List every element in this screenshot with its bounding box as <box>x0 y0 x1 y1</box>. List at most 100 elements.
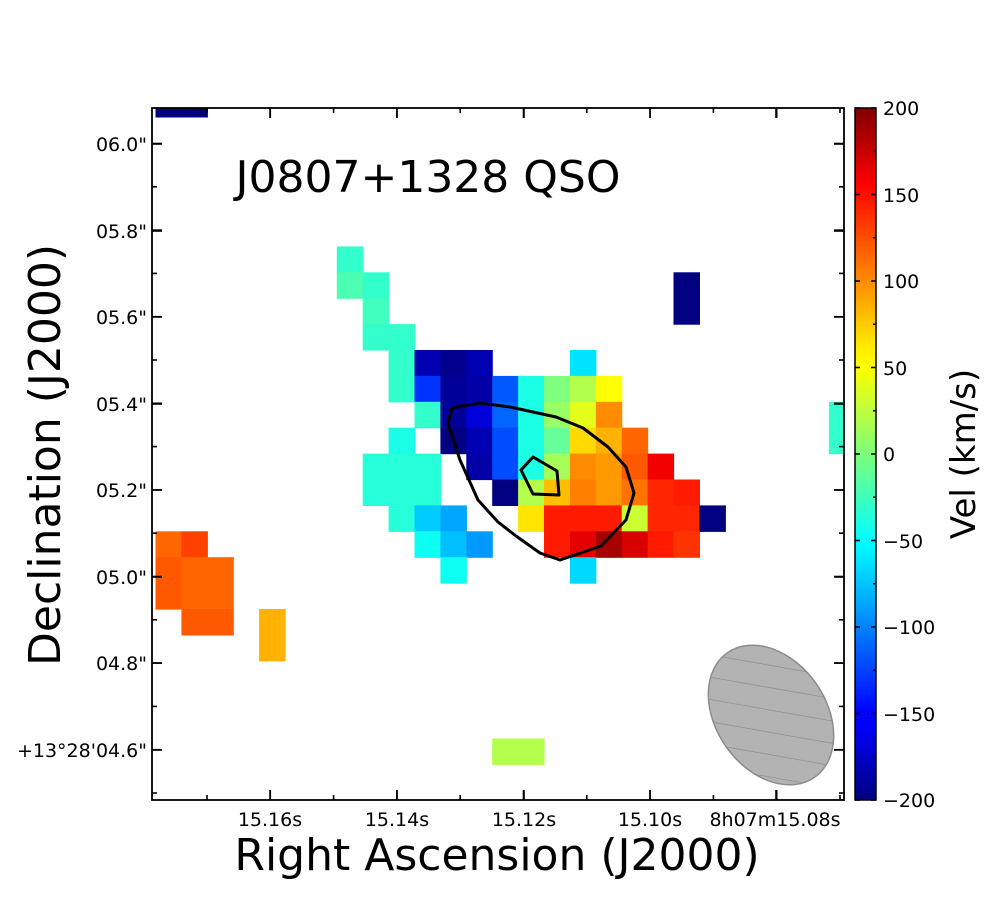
velocity-pixel <box>647 531 675 558</box>
velocity-pixel <box>181 108 208 118</box>
velocity-pixel <box>544 531 571 558</box>
velocity-pixel <box>362 324 390 351</box>
colorbar-tick-label: −200 <box>883 790 935 812</box>
velocity-pixel <box>259 634 286 662</box>
velocity-pixel <box>595 531 623 558</box>
velocity-pixel <box>569 557 597 584</box>
velocity-pixel <box>207 583 234 610</box>
y-tick-label: 05.8" <box>96 221 147 243</box>
velocity-pixel <box>466 350 493 377</box>
velocity-pixel <box>544 375 571 403</box>
velocity-pixel <box>673 479 700 506</box>
velocity-pixel <box>595 401 623 429</box>
velocity-pixel <box>544 427 571 455</box>
y-tick-label: 05.4" <box>96 394 147 416</box>
velocity-pixel <box>569 505 597 532</box>
y-tick-label: 04.8" <box>96 653 147 675</box>
colorbar-gradient <box>855 108 876 800</box>
x-tick-label: 15.14s <box>365 809 429 831</box>
velocity-pixel <box>181 557 208 584</box>
velocity-pixel <box>207 609 234 636</box>
velocity-pixel <box>336 246 364 273</box>
colorbar: 200 150 100 50 0 −50 −100 −150 −200 Vel … <box>854 98 984 812</box>
velocity-pixel <box>544 505 571 532</box>
velocity-pixel <box>362 479 390 506</box>
velocity-pixel <box>569 453 597 481</box>
velocity-pixel <box>388 427 416 455</box>
velocity-pixel <box>647 453 675 481</box>
velocity-pixel <box>259 609 286 636</box>
velocity-pixel <box>647 505 675 532</box>
velocity-pixel <box>414 350 441 377</box>
x-axis-label: Right Ascension (J2000) <box>234 830 759 881</box>
velocity-pixel <box>673 272 700 299</box>
velocity-pixel <box>388 324 416 351</box>
velocity-pixel <box>181 531 208 558</box>
velocity-pixel <box>362 453 390 481</box>
velocity-pixel <box>518 427 545 455</box>
velocity-pixel <box>440 505 467 532</box>
velocity-pixel <box>621 531 649 558</box>
velocity-pixel <box>155 583 182 610</box>
plot-frame <box>151 107 845 801</box>
chart-title: J0807+1328 QSO <box>233 152 621 203</box>
colorbar-label: Vel (km/s) <box>944 369 984 539</box>
velocity-pixel <box>466 531 493 558</box>
velocity-pixel <box>492 375 519 403</box>
velocity-pixel <box>388 375 416 403</box>
velocity-pixel <box>518 505 545 532</box>
velocity-pixel <box>673 298 700 325</box>
y-axis-label: Declination (J2000) <box>20 244 71 666</box>
velocity-pixel <box>440 531 467 558</box>
colorbar-tick-label: 0 <box>883 444 895 466</box>
velocity-pixel <box>336 272 364 299</box>
velocity-pixel <box>362 298 390 325</box>
velocity-pixel <box>647 479 675 506</box>
x-tick-label: 15.12s <box>492 809 556 831</box>
velocity-pixel <box>155 108 182 118</box>
velocity-pixel <box>207 557 234 584</box>
velocity-pixel <box>414 505 441 532</box>
velocity-pixel <box>673 531 700 558</box>
axis-ticks <box>152 108 844 800</box>
velocity-pixel <box>569 479 597 506</box>
y-tick-label: 05.0" <box>96 567 147 589</box>
velocity-pixel <box>414 531 441 558</box>
velocity-pixel <box>414 453 441 481</box>
y-tick-label: 06.0" <box>96 134 147 156</box>
velocity-pixel <box>181 609 208 636</box>
velocity-pixel <box>440 350 467 377</box>
velocity-pixel <box>466 453 493 481</box>
velocity-pixel <box>466 375 493 403</box>
velocity-pixel <box>466 427 493 455</box>
velocity-pixel <box>414 401 441 429</box>
velocity-pixel <box>414 375 441 403</box>
velocity-pixel <box>440 557 467 584</box>
velocity-pixel <box>466 401 493 429</box>
velocity-pixel <box>518 375 545 403</box>
x-tick-label: 15.16s <box>238 809 302 831</box>
velocity-pixel <box>828 427 844 455</box>
velocity-pixel <box>621 427 649 455</box>
colorbar-ticks <box>855 107 876 801</box>
velocity-pixel <box>388 505 416 532</box>
colorbar-tick-label: −100 <box>883 617 935 639</box>
velocity-pixel <box>492 427 519 455</box>
velocity-pixel <box>569 375 597 403</box>
beam-ellipse <box>707 644 835 786</box>
velocity-pixel <box>155 531 182 558</box>
inner-contour <box>519 455 561 497</box>
velocity-pixels <box>155 108 844 765</box>
y-tick-label: +13°28'04.6" <box>17 740 147 762</box>
velocity-pixel <box>440 375 467 403</box>
colorbar-tick-label: 150 <box>883 185 919 207</box>
x-tick-label: 15.10s <box>618 809 682 831</box>
velocity-pixel <box>492 479 519 506</box>
velocity-pixel <box>569 427 597 455</box>
outer-contour <box>446 401 636 562</box>
colorbar-tick-label: −150 <box>883 704 935 726</box>
plot-area: J0807+1328 QSO <box>151 107 845 801</box>
velocity-pixel <box>673 505 700 532</box>
colorbar-tick-label: −50 <box>883 531 923 553</box>
